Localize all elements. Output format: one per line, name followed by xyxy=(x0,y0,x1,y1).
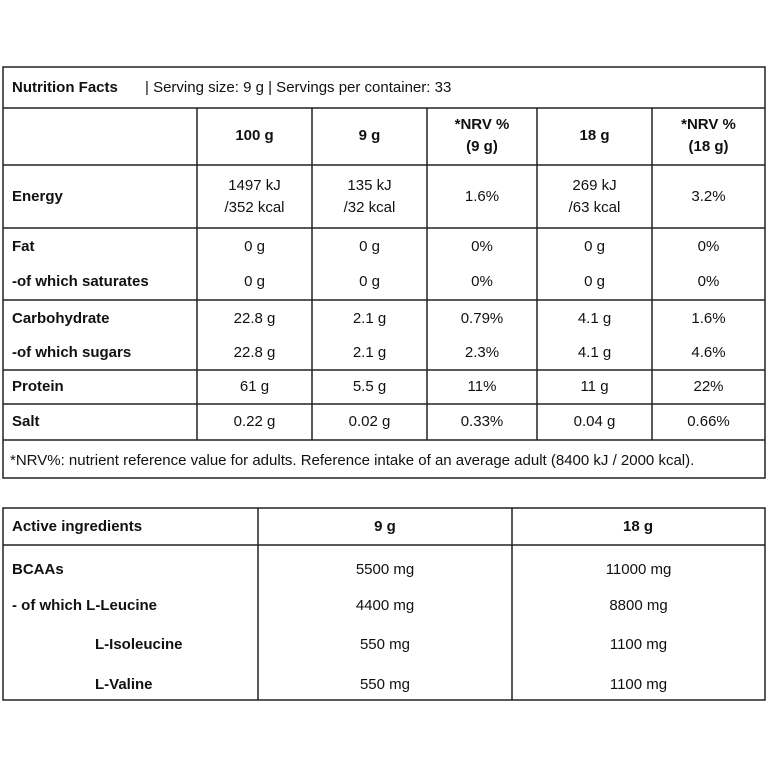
cell-value: 11% xyxy=(468,378,497,395)
row-label: L-Valine xyxy=(95,676,153,693)
column-header: 9 g xyxy=(374,518,396,535)
cell-value: 0% xyxy=(698,273,720,290)
row-label: L-Isoleucine xyxy=(95,636,183,653)
cell-value: 0 g xyxy=(244,238,265,255)
cell-value: 0 g xyxy=(359,273,380,290)
column-header: (18 g) xyxy=(688,138,728,155)
row-label: -of which saturates xyxy=(12,273,149,290)
table-title: Nutrition Facts xyxy=(12,79,118,96)
cell-value: 0.02 g xyxy=(349,413,391,430)
cell-value: 0.66% xyxy=(687,413,730,430)
column-header: 100 g xyxy=(235,127,273,144)
column-header: (9 g) xyxy=(466,138,498,155)
row-label: Protein xyxy=(12,378,64,395)
row-label: Salt xyxy=(12,413,40,430)
cell-value: 0 g xyxy=(584,238,605,255)
cell-value: 2.3% xyxy=(465,344,499,361)
cell-value: /63 kcal xyxy=(569,199,621,216)
cell-value: 0.04 g xyxy=(574,413,616,430)
cell-value: 0.22 g xyxy=(234,413,276,430)
cell-value: 550 mg xyxy=(360,636,410,653)
cell-value: 1100 mg xyxy=(610,676,667,693)
cell-value: 4400 mg xyxy=(356,597,414,614)
cell-value: 0.33% xyxy=(461,413,504,430)
cell-value: 0% xyxy=(471,238,493,255)
cell-value: 1497 kJ xyxy=(228,177,281,194)
cell-value: 8800 mg xyxy=(609,597,667,614)
nutrition-table: Nutrition Facts | Serving size: 9 g | Ser… xyxy=(2,66,766,479)
cell-value: 269 kJ xyxy=(572,177,616,194)
cell-value: /32 kcal xyxy=(344,199,396,216)
cell-value: 11000 mg xyxy=(606,561,672,578)
cell-value: 0% xyxy=(698,238,720,255)
cell-value: 1.6% xyxy=(465,188,499,205)
row-label: Energy xyxy=(12,188,64,205)
cell-value: 2.1 g xyxy=(353,344,386,361)
active-table: Active ingredients 9 g 18 g BCAAs 5500 mg 110… xyxy=(2,507,766,701)
cell-value: 4.1 g xyxy=(578,310,611,327)
row-label: - of which L-Leucine xyxy=(12,597,157,614)
cell-value: 1.6% xyxy=(691,310,725,327)
footnote: *NRV%: nutrient reference value for adul… xyxy=(10,452,694,469)
cell-value: 0.79% xyxy=(461,310,504,327)
cell-value: 4.6% xyxy=(691,344,725,361)
cell-value: 0 g xyxy=(359,238,380,255)
column-header: 18 g xyxy=(579,127,609,144)
cell-value: 22.8 g xyxy=(234,310,276,327)
serving-info: | Serving size: 9 g | Servings per conta… xyxy=(145,79,451,96)
row-label: Carbohydrate xyxy=(12,310,110,327)
cell-value: /352 kcal xyxy=(224,199,284,216)
cell-value: 0 g xyxy=(584,273,605,290)
row-label: -of which sugars xyxy=(12,344,131,361)
cell-value: 2.1 g xyxy=(353,310,386,327)
cell-value: 11 g xyxy=(580,378,608,395)
cell-value: 22.8 g xyxy=(234,344,276,361)
column-header: *NRV % xyxy=(455,116,510,133)
column-header: 9 g xyxy=(359,127,381,144)
row-label: Fat xyxy=(12,238,35,255)
cell-value: 4.1 g xyxy=(578,344,611,361)
cell-value: 0% xyxy=(471,273,493,290)
cell-value: 135 kJ xyxy=(347,177,391,194)
cell-value: 5500 mg xyxy=(356,561,414,578)
column-header: Active ingredients xyxy=(12,518,142,535)
column-header: 18 g xyxy=(623,518,653,535)
cell-value: 550 mg xyxy=(360,676,410,693)
cell-value: 0 g xyxy=(244,273,265,290)
row-label: BCAAs xyxy=(12,561,64,578)
cell-value: 22% xyxy=(693,378,723,395)
cell-value: 61 g xyxy=(240,378,269,395)
table-border xyxy=(2,507,766,701)
cell-value: 3.2% xyxy=(691,188,725,205)
cell-value: 1100 mg xyxy=(610,636,667,653)
column-header: *NRV % xyxy=(681,116,736,133)
cell-value: 5.5 g xyxy=(353,378,386,395)
table-border xyxy=(2,66,766,479)
